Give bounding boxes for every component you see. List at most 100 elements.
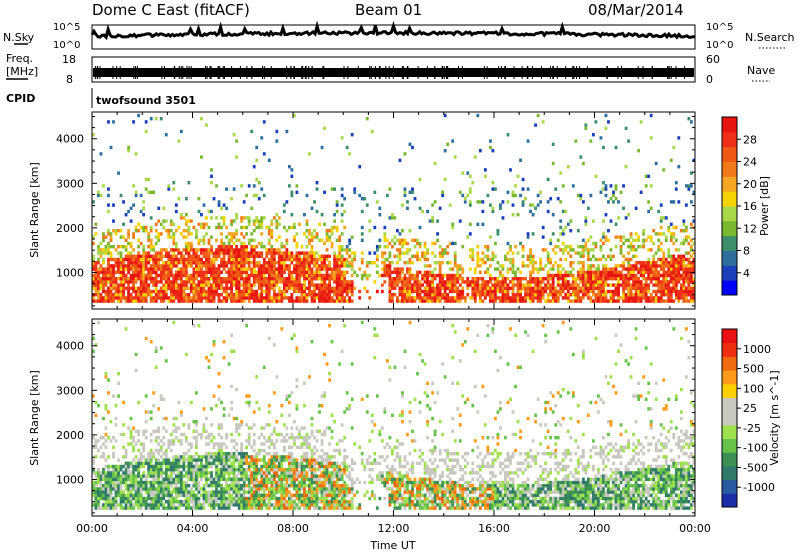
range-gate-cell <box>627 296 630 299</box>
range-gate-cell <box>331 226 334 229</box>
range-gate-cell <box>454 283 457 286</box>
range-gate-cell <box>253 280 256 283</box>
range-gate-cell <box>122 293 125 296</box>
range-gate-cell <box>195 430 198 433</box>
range-gate-cell <box>100 267 103 270</box>
range-gate-cell <box>258 299 261 302</box>
range-gate-cell <box>150 117 153 120</box>
range-gate-cell <box>597 293 600 296</box>
range-gate-cell <box>182 274 185 277</box>
range-gate-cell <box>328 229 331 232</box>
range-gate-cell <box>612 274 615 277</box>
range-gate-cell <box>584 245 587 248</box>
range-gate-cell <box>160 271 163 274</box>
range-gate-cell <box>135 271 138 274</box>
range-gate-cell <box>233 242 236 245</box>
range-gate-cell <box>532 267 535 270</box>
range-gate-cell <box>290 255 293 258</box>
range-gate-cell <box>577 194 580 197</box>
range-gate-cell <box>275 139 278 142</box>
range-gate-cell <box>333 274 336 277</box>
range-gate-cell <box>680 293 683 296</box>
range-gate-cell <box>660 283 663 286</box>
range-gate-cell <box>145 462 148 465</box>
range-gate-cell <box>115 229 118 232</box>
range-gate-cell <box>562 248 565 251</box>
range-gate-cell <box>436 239 439 242</box>
range-gate-cell <box>190 497 193 500</box>
range-gate-cell <box>117 245 120 248</box>
range-gate-cell <box>622 274 625 277</box>
beam-label: Beam 01 <box>355 1 422 19</box>
range-gate-cell <box>499 207 502 210</box>
range-gate-cell <box>230 245 233 248</box>
range-gate-cell <box>127 232 130 235</box>
range-gate-cell <box>296 271 299 274</box>
range-gate-cell <box>341 290 344 293</box>
range-gate-cell <box>105 439 108 442</box>
range-gate-cell <box>512 299 515 302</box>
range-gate-cell <box>167 267 170 270</box>
range-gate-cell <box>248 287 251 290</box>
range-gate-cell <box>290 293 293 296</box>
range-gate-cell <box>245 258 248 261</box>
noise-right-tick-top: 10^5 <box>706 22 733 33</box>
range-gate-cell <box>657 239 660 242</box>
range-gate-cell <box>461 171 464 174</box>
range-gate-cell <box>187 277 190 280</box>
range-gate-cell <box>559 219 562 222</box>
range-gate-cell <box>632 255 635 258</box>
range-gate-cell <box>524 290 527 293</box>
range-gate-cell <box>182 267 185 270</box>
range-gate-cell <box>391 271 394 274</box>
range-gate-cell <box>95 264 98 267</box>
range-gate-cell <box>426 293 429 296</box>
range-gate-cell <box>615 187 618 190</box>
range-gate-cell <box>650 299 653 302</box>
range-gate-cell <box>280 299 283 302</box>
range-gate-cell <box>157 426 160 429</box>
range-gate-cell <box>441 251 444 254</box>
range-gate-cell <box>120 497 123 500</box>
range-gate-cell <box>652 296 655 299</box>
range-gate-cell <box>316 235 319 238</box>
range-gate-cell <box>677 267 680 270</box>
range-gate-cell <box>557 290 560 293</box>
range-gate-cell <box>479 287 482 290</box>
range-gate-cell <box>248 264 251 267</box>
range-gate-cell <box>278 267 281 270</box>
range-gate-cell <box>589 277 592 280</box>
range-gate-cell <box>162 436 165 439</box>
range-gate-cell <box>547 296 550 299</box>
range-gate-cell <box>172 235 175 238</box>
range-gate-cell <box>120 490 123 493</box>
range-gate-cell <box>102 248 105 251</box>
range-gate-cell <box>200 433 203 436</box>
range-gate-cell <box>301 299 304 302</box>
range-gate-cell <box>180 474 183 477</box>
range-gate-cell <box>605 127 608 130</box>
range-gate-cell <box>434 255 437 258</box>
range-gate-cell <box>95 442 98 445</box>
range-gate-cell <box>557 280 560 283</box>
range-gate-cell <box>406 277 409 280</box>
range-gate-cell <box>409 283 412 286</box>
range-gate-cell <box>630 283 633 286</box>
range-gate-cell <box>235 287 238 290</box>
range-gate-cell <box>152 506 155 509</box>
range-gate-cell <box>187 455 190 458</box>
range-gate-cell <box>290 226 293 229</box>
range-gate-cell <box>635 261 638 264</box>
range-gate-cell <box>507 267 510 270</box>
range-gate-cell <box>107 468 110 471</box>
range-gate-cell <box>617 296 620 299</box>
range-gate-cell <box>640 299 643 302</box>
range-gate-cell <box>218 385 221 388</box>
range-gate-cell <box>597 258 600 261</box>
range-gate-cell <box>130 245 133 248</box>
range-gate-cell <box>105 433 108 436</box>
range-gate-cell <box>215 490 218 493</box>
range-gate-cell <box>198 490 201 493</box>
range-gate-cell <box>411 191 414 194</box>
range-gate-cell <box>187 242 190 245</box>
